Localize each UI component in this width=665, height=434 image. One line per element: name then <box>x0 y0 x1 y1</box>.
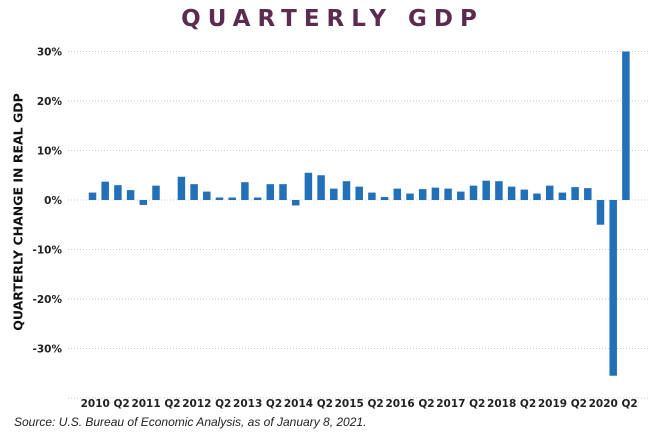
bar <box>584 188 592 200</box>
bar <box>355 186 363 200</box>
x-tick-label: 2020 Q2 <box>589 398 638 410</box>
source-note: Source: U.S. Bureau of Economic Analysis… <box>14 415 367 429</box>
bar <box>482 180 490 200</box>
bar <box>114 185 122 200</box>
bar <box>368 192 376 200</box>
y-tick-label: -30% <box>33 344 63 356</box>
bar <box>304 172 313 200</box>
bar <box>330 188 338 200</box>
x-tick-label: 2019 Q2 <box>538 398 587 410</box>
bar <box>622 51 630 200</box>
bar <box>457 191 465 200</box>
bar <box>406 193 414 200</box>
bar <box>253 197 262 200</box>
x-tick-label: 2012 Q2 <box>182 398 231 410</box>
bar <box>241 182 249 200</box>
bar <box>520 189 529 200</box>
x-tick-label: 2010 Q2 <box>81 398 130 410</box>
bar <box>393 188 402 200</box>
x-tick-label: 2013 Q2 <box>233 398 282 410</box>
bar <box>215 197 224 200</box>
bar <box>266 184 275 200</box>
bar <box>152 185 160 200</box>
bar <box>228 197 236 200</box>
y-tick-label: 20% <box>37 96 63 108</box>
bar <box>609 200 617 376</box>
x-tick-label: 2011 Q2 <box>131 398 180 410</box>
x-tick-label: 2017 Q2 <box>436 398 485 410</box>
bar <box>431 187 440 200</box>
bar <box>545 185 554 200</box>
chart-title: QUARTERLY GDP <box>181 6 484 32</box>
bar <box>507 186 516 200</box>
y-tick-label: 30% <box>37 47 63 59</box>
bar <box>291 200 300 206</box>
bar <box>190 184 198 200</box>
bar <box>126 190 135 200</box>
bar <box>469 185 478 200</box>
bar <box>317 175 325 200</box>
bar <box>342 181 351 200</box>
bar <box>88 192 97 200</box>
bar <box>571 187 579 200</box>
bar <box>533 193 541 200</box>
bar <box>444 188 452 200</box>
y-tick-label: 10% <box>37 146 63 158</box>
x-tick-label: 2014 Q2 <box>284 398 333 410</box>
x-tick-label: 2018 Q2 <box>487 398 536 410</box>
bar <box>139 200 148 205</box>
y-tick-label: -20% <box>33 294 63 306</box>
x-tick-label: 2016 Q2 <box>385 398 434 410</box>
bar <box>380 197 389 200</box>
bar <box>596 200 605 225</box>
bar <box>558 192 567 200</box>
bar <box>203 191 211 200</box>
y-tick-label: -10% <box>33 245 63 257</box>
bar <box>418 189 427 200</box>
bar <box>177 176 186 200</box>
x-tick-label: 2015 Q2 <box>335 398 384 410</box>
bar <box>495 181 503 200</box>
bar <box>101 181 109 200</box>
bar <box>279 184 287 200</box>
y-tick-label: 0% <box>44 195 62 207</box>
